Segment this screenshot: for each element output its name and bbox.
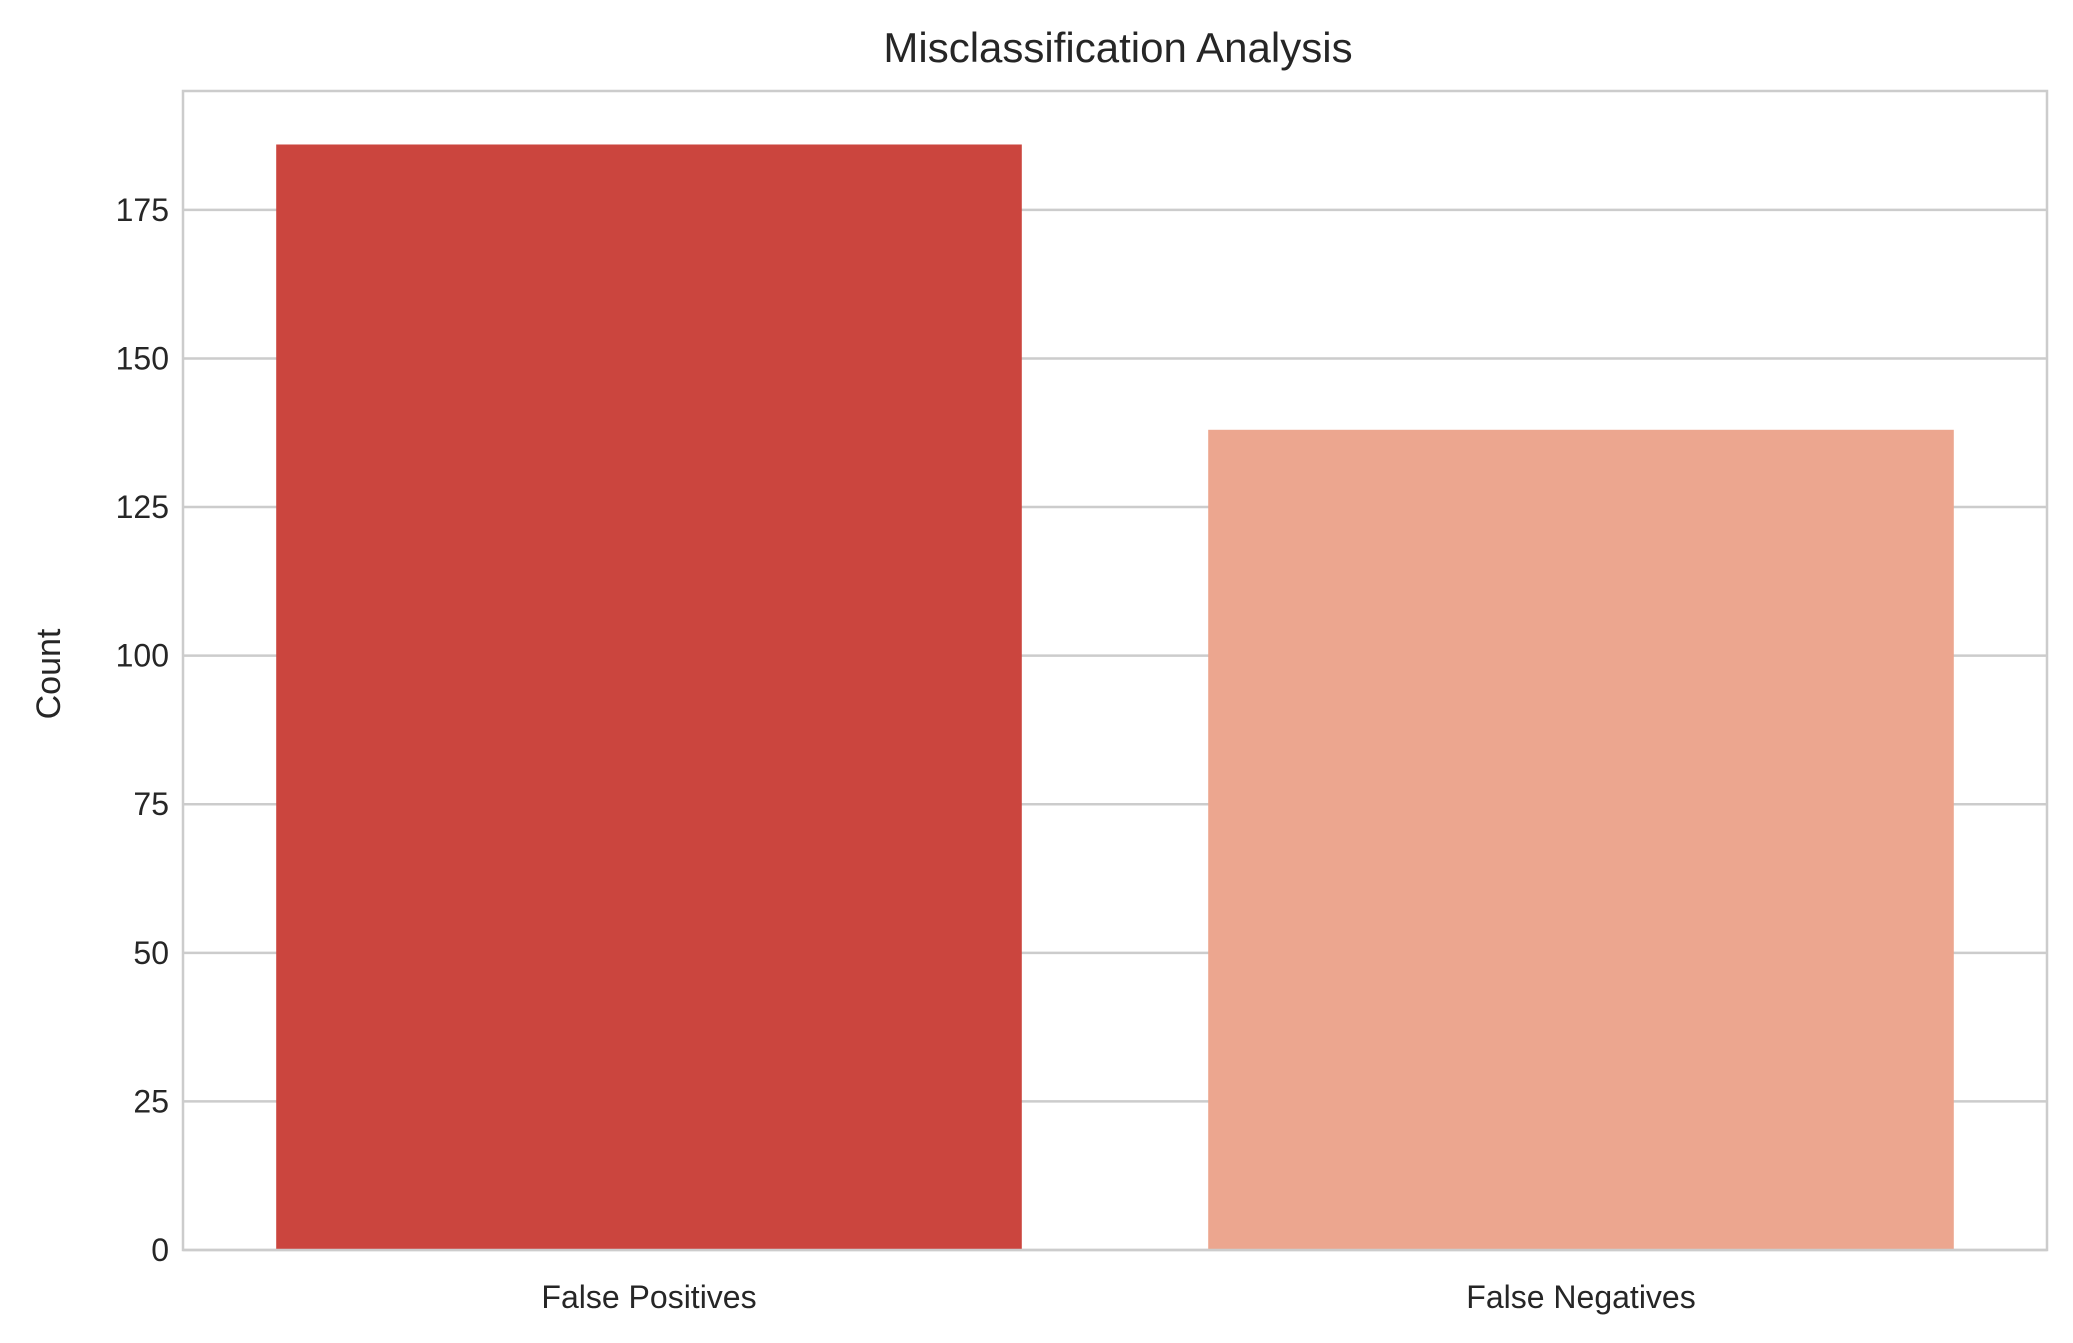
y-tick-label: 150 (116, 340, 169, 376)
y-tick-label: 125 (116, 489, 169, 525)
y-tick-label: 0 (151, 1232, 169, 1268)
y-tick-label: 50 (133, 935, 169, 971)
x-axis-ticks: False Positives False Negatives (541, 1279, 1695, 1315)
bar-false-positives (276, 144, 1022, 1250)
y-axis-ticks: 0 25 50 75 100 125 150 175 (116, 192, 169, 1268)
chart-title: Misclassification Analysis (883, 24, 1352, 71)
bars (276, 144, 1954, 1250)
bar-false-negatives (1208, 429, 1954, 1250)
plot-frame (181, 89, 2049, 1252)
y-tick-label: 75 (133, 786, 169, 822)
x-tick-label: False Negatives (1466, 1279, 1695, 1315)
y-tick-label: 100 (116, 638, 169, 674)
x-tick-label: False Positives (541, 1279, 756, 1315)
y-axis-label: Count (30, 628, 68, 719)
y-tick-label: 175 (116, 192, 169, 228)
y-tick-label: 25 (133, 1083, 169, 1119)
